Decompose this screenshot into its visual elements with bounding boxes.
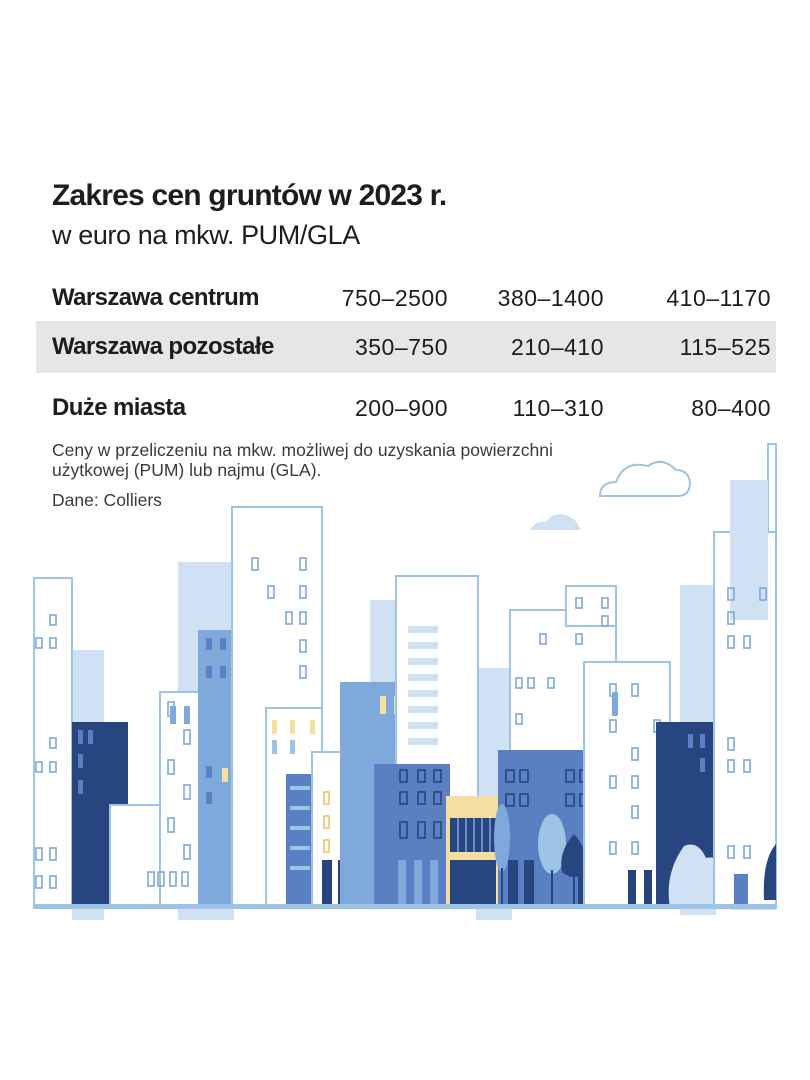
row-value-3: 80–400: [691, 395, 771, 421]
table-row-warszawa-centrum: Warszawa centrum 750–2500 380–1400 410–1…: [36, 272, 776, 324]
row-label: Warszawa centrum: [52, 284, 260, 311]
row-label: Duże miasta: [52, 394, 186, 421]
page-title: Zakres cen gruntów w 2023 r.: [52, 179, 447, 212]
cloud-icon: [598, 460, 692, 497]
footnote: Ceny w przeliczeniu na mkw. możliwej do …: [52, 440, 553, 480]
row-value-1: 750–2500: [341, 285, 448, 311]
row-value-1: 350–750: [354, 334, 448, 360]
row-value-1: 200–900: [354, 395, 448, 421]
row-value-2: 210–410: [510, 334, 604, 360]
row-value-3: 410–1170: [666, 285, 771, 311]
city-skyline-illustration: [33, 443, 777, 920]
row-value-2: 110–310: [512, 395, 604, 421]
data-source: Dane: Colliers: [52, 490, 162, 510]
cloud-icon: [530, 514, 580, 530]
row-label: Warszawa pozostałe: [52, 333, 274, 360]
row-value-3: 115–525: [679, 334, 771, 360]
table-row-duze-miasta: Duże miasta 200–900 110–310 80–400: [36, 382, 776, 434]
page-subtitle: w euro na mkw. PUM/GLA: [52, 220, 360, 250]
table-row-warszawa-pozostale: Warszawa pozostałe 350–750 210–410 115–5…: [36, 321, 776, 373]
row-value-2: 380–1400: [497, 285, 604, 311]
